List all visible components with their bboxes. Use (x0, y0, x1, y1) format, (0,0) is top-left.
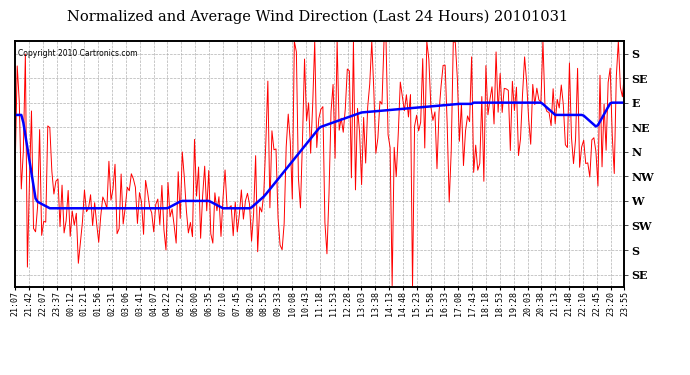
Text: Normalized and Average Wind Direction (Last 24 Hours) 20101031: Normalized and Average Wind Direction (L… (67, 9, 568, 24)
Text: Copyright 2010 Cartronics.com: Copyright 2010 Cartronics.com (18, 49, 138, 58)
